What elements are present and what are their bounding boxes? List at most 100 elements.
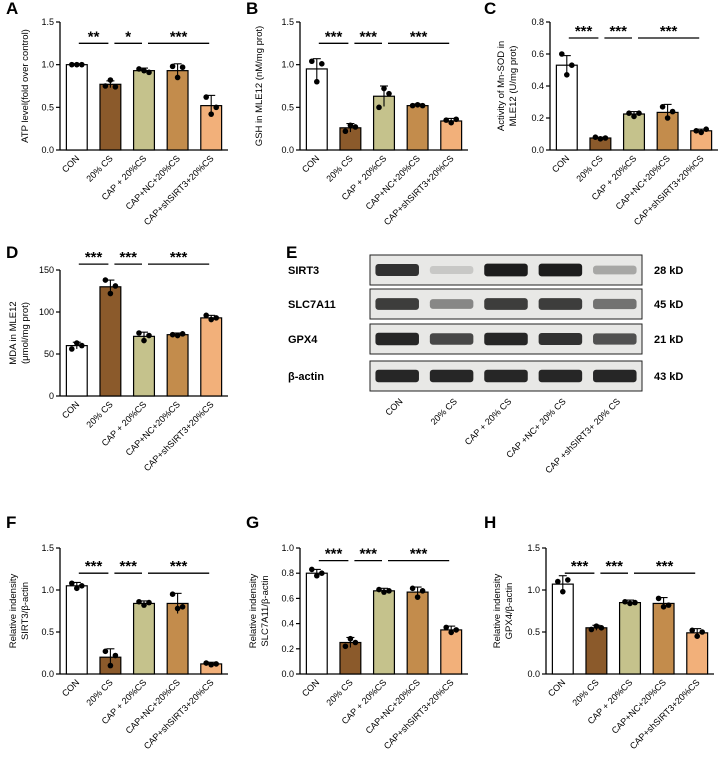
x-tick-label: CON [60, 677, 81, 698]
data-point [555, 578, 561, 585]
blot-band [538, 369, 583, 383]
data-point [74, 61, 80, 68]
data-point [597, 136, 604, 142]
data-point [74, 585, 80, 592]
y-tick-label: 0.2 [281, 644, 294, 654]
y-tick-label: 0.6 [281, 593, 294, 603]
data-point [141, 337, 147, 344]
molecular-weight-label: 21 kD [654, 334, 683, 346]
data-point [588, 626, 595, 633]
bar-20-cs [99, 286, 122, 397]
significance-label: *** [359, 546, 377, 563]
data-point [699, 629, 705, 635]
data-point [352, 124, 359, 130]
data-point [208, 111, 214, 117]
panel-letter: A [6, 0, 18, 18]
data-point [203, 94, 209, 100]
data-point [174, 332, 181, 339]
data-point [102, 83, 109, 89]
x-tick-label: 20% CS [324, 153, 354, 183]
blot-band [484, 332, 528, 346]
protein-label: SLC7A11 [288, 299, 336, 311]
data-point [386, 588, 392, 594]
bar-20-cs [585, 627, 608, 675]
blot-band [484, 298, 528, 310]
data-point [169, 63, 176, 70]
x-tick-label: CAP+shSIRT3+20%CS [632, 153, 706, 227]
data-point [208, 316, 214, 323]
chart-panel-B: B 0.0 0.5 1.0 1.5 GSH in MLE12 (nM/mg prot) CO… [246, 0, 468, 227]
x-tick-label: CON [550, 153, 571, 174]
y-tick-label: 1.0 [527, 585, 540, 595]
x-tick-label: CAP+shSIRT3+20%CS [142, 153, 216, 227]
blot-band [593, 265, 637, 275]
y-tick-label: 0.8 [531, 17, 544, 27]
y-tick-label: 0.5 [527, 627, 540, 637]
data-point [107, 77, 114, 83]
data-point [79, 583, 85, 589]
blot-band [429, 266, 474, 274]
data-point [169, 591, 176, 597]
x-tick-label: 20% CS [84, 399, 114, 429]
y-axis-label: Relative indensitySLC7A11/β-actin [248, 574, 271, 649]
bar-cap-20-cs [132, 602, 156, 675]
significance-label: *** [170, 558, 188, 575]
y-tick-label: 1.5 [527, 543, 540, 553]
data-point [347, 635, 354, 642]
panel-letter: G [246, 513, 259, 532]
y-tick-label: 1.0 [281, 543, 294, 553]
data-point [208, 661, 214, 668]
data-point [203, 660, 209, 666]
data-point [564, 72, 570, 78]
data-point [626, 110, 632, 116]
protein-label: GPX4 [288, 334, 318, 346]
data-point [314, 572, 320, 579]
data-point [376, 104, 382, 111]
data-point [107, 662, 114, 669]
x-tick-label: 20% CS [324, 677, 354, 707]
data-point [309, 58, 315, 65]
significance-label: *** [575, 23, 593, 40]
data-point [174, 605, 181, 612]
blot-band [375, 369, 419, 383]
data-point [592, 134, 599, 140]
y-tick-label: 0.4 [281, 619, 294, 629]
data-point [136, 330, 142, 336]
data-point [414, 101, 421, 108]
data-point [69, 61, 75, 68]
panel-letter: F [6, 513, 16, 532]
significance-label: *** [656, 558, 674, 575]
blot-lane-label: CAP +NC+ 20% CS [504, 396, 568, 460]
data-point [136, 598, 142, 605]
data-point [443, 117, 450, 123]
data-point [655, 595, 662, 602]
data-point [602, 135, 609, 141]
data-point [632, 599, 638, 606]
data-point [565, 577, 571, 583]
blot-band [429, 299, 474, 309]
data-point [693, 128, 699, 134]
data-point [314, 78, 320, 85]
bar-con [65, 64, 88, 151]
data-point [443, 624, 450, 631]
x-tick-label: 20% CS [84, 677, 114, 707]
blot-band [375, 332, 419, 346]
data-point [381, 85, 387, 92]
y-axis-label: Relative indensityGPX4/β-actin [492, 574, 515, 649]
data-point [213, 315, 219, 321]
data-point [319, 61, 325, 67]
chart-panel-F: F 0.0 0.5 1.0 1.5 Relative indensitySIRT3/β-a… [6, 513, 228, 751]
data-point [347, 122, 354, 129]
data-point [141, 67, 147, 74]
data-point [203, 312, 209, 319]
y-tick-label: 0 [49, 391, 54, 401]
y-tick-label: 1.0 [41, 585, 54, 595]
x-tick-label: CAP+shSIRT3+20%CS [628, 677, 702, 751]
y-tick-label: 0.2 [531, 113, 544, 123]
x-tick-label: CAP+shSIRT3+20%CS [382, 153, 456, 227]
significance-label: *** [119, 558, 137, 575]
molecular-weight-label: 45 kD [654, 299, 683, 311]
x-tick-label: 20% CS [570, 677, 600, 707]
panel-letter: B [246, 0, 258, 18]
